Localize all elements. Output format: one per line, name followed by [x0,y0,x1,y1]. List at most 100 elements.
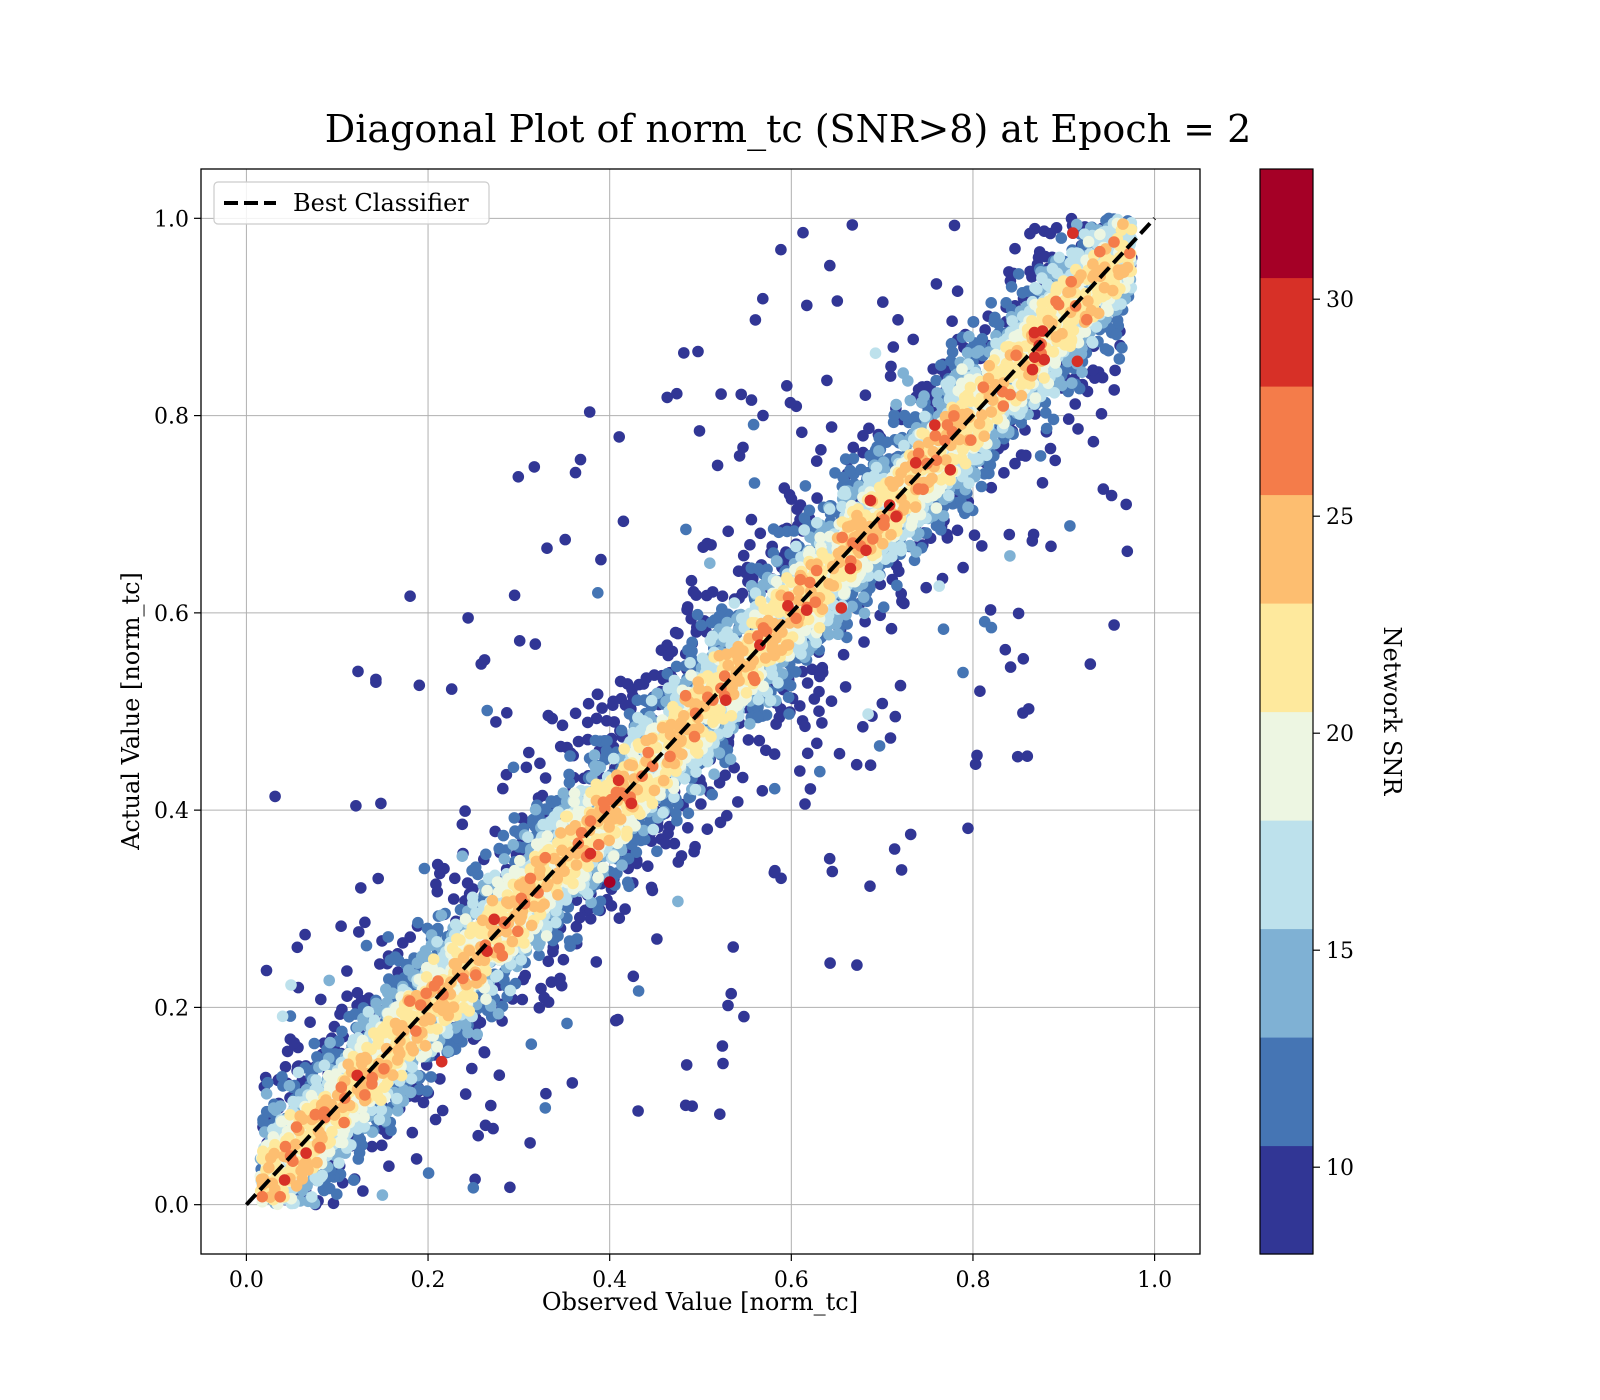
scatter-point [508,589,521,602]
scatter-point [874,578,887,591]
scatter-point [864,759,877,771]
scatter-point [951,524,964,537]
scatter-point [976,540,988,552]
scatter-point [708,614,721,626]
scatter-point [1019,450,1032,462]
scatter-point [632,711,644,724]
scatter-point [591,688,604,701]
scatter-point [757,292,769,305]
scatter-point [685,574,698,587]
scatter-point [946,315,958,328]
scatter-point [690,766,702,778]
scatter-point [276,1071,288,1083]
scatter-point [823,503,836,515]
scatter-point [490,971,502,983]
scatter-point [873,445,885,457]
scatter-point [539,772,552,784]
scatter-point [855,463,867,476]
scatter-point [1116,342,1128,354]
scatter-point [884,370,897,382]
scatter-point [590,712,603,725]
scatter-point [357,1185,369,1197]
scatter-point [775,243,787,256]
scatter-point [898,409,911,422]
scatter-point [706,788,718,801]
scatter-point [778,482,791,494]
scatter-point [770,718,782,730]
scatter-point [1072,423,1084,435]
scatter-point [1036,477,1049,489]
scatter-point [584,913,597,925]
scatter-point [859,615,871,628]
scatter-point [605,900,618,912]
scatter-point [701,823,714,835]
scatter-point [752,711,764,724]
scatter-point [748,477,761,489]
scatter-point [879,553,892,565]
scatter-point [1040,407,1052,419]
scatter-point [957,666,969,679]
scatter-point [435,909,448,922]
scatter-point [752,693,765,706]
scatter-point [456,850,469,862]
scatter-point [1076,366,1088,379]
scatter-point [890,398,902,411]
scatter-point [973,345,985,357]
scatter-point [847,452,860,465]
scatter-point [1003,528,1016,541]
scatter-point [682,807,695,820]
scatter-point [1022,703,1035,715]
scatter-point [504,1181,516,1194]
scatter-point [366,1140,378,1153]
scatter-point [434,867,446,880]
scatter-point [376,1189,389,1201]
scatter-point [858,607,871,620]
scatter-point [1003,266,1015,278]
scatter-point [542,709,555,722]
scatter-point [829,467,841,479]
scatter-point [1105,489,1118,502]
scatter-point [459,805,471,817]
scatter-point [794,765,806,777]
scatter-point [480,848,492,861]
scatter-point [757,409,769,422]
scatter-point [971,749,983,762]
scatter-point [788,525,800,537]
scatter-point [821,374,833,387]
scatter-point [547,945,559,958]
scatter-point [348,1174,360,1186]
scatter-point [596,702,608,714]
scatter-point [907,333,919,346]
scatter-point [529,803,542,816]
scatter-point [507,761,520,774]
scatter-point [533,1002,546,1014]
scatter-point [782,691,795,704]
scatter-point [1044,442,1057,455]
scatter-point [382,931,395,943]
scatter-point [375,797,387,810]
scatter-point [846,219,859,231]
scatter-point [541,542,553,554]
scatter-point [487,1122,499,1135]
scatter-point [595,553,607,566]
scatter-point [978,468,991,480]
scatter-point [711,459,724,472]
scatter-point [784,396,797,409]
scatter-point [933,580,945,592]
scatter-point [633,678,645,691]
scatter-point [335,920,347,932]
scatter-point [967,316,979,328]
scatter-point [1021,750,1034,762]
scatter-point [851,959,863,971]
scatter-point [681,603,693,616]
scatter-point [801,299,813,312]
scatter-point [359,916,371,929]
scatter-point [672,895,684,908]
scatter-point [1047,413,1060,426]
scatter-point [375,1104,388,1116]
scatter-point [431,885,444,898]
scatter-point [406,1126,419,1139]
scatter-point [666,645,679,658]
scatter-point [610,1014,622,1027]
scatter-point [957,561,969,574]
